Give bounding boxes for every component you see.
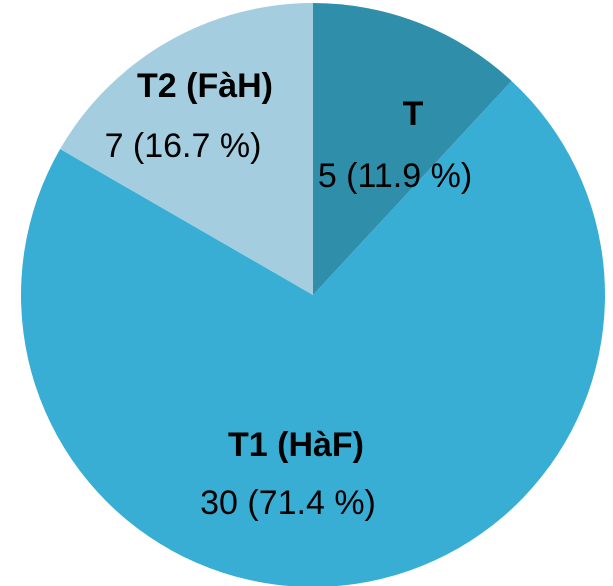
pie-slice xyxy=(60,3,314,295)
slice-value-label: 7 (16.7 %) xyxy=(105,127,262,165)
slice-category-label: T1 (HàF) xyxy=(228,426,364,464)
pie-slice xyxy=(21,80,605,586)
slice-value-label: 5 (11.9 %) xyxy=(318,157,472,195)
slice-category-label: T2 (FàH) xyxy=(137,67,273,105)
slice-category-label: T xyxy=(403,95,424,133)
slice-value-label: 30 (71.4 %) xyxy=(200,484,376,522)
pie-slice xyxy=(313,3,512,295)
